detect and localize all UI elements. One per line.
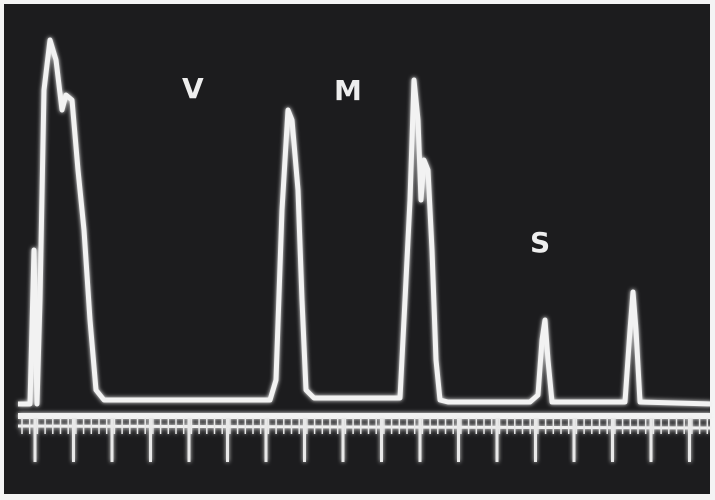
graticule-ticks (21, 418, 709, 462)
peak-label: M (334, 74, 362, 107)
peak-label: S (530, 226, 550, 259)
trace-line (18, 37, 713, 407)
screen (4, 4, 710, 494)
trace (17, 37, 713, 430)
peak-label: V (182, 72, 204, 105)
baseline-lower (17, 424, 713, 430)
